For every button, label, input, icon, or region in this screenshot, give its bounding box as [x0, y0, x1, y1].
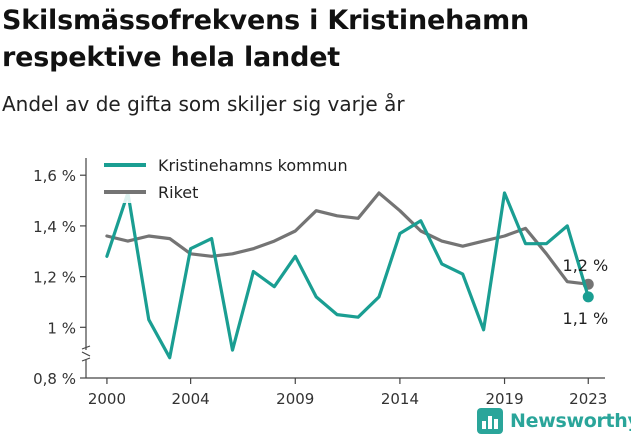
y-tick-label: 1,6 % — [33, 167, 76, 185]
end-label-riket: 1,2 % — [563, 256, 609, 275]
x-tick-label: 2014 — [381, 390, 419, 408]
end-label-kristinehamn: 1,1 % — [563, 309, 609, 328]
series-end-point-0 — [582, 291, 594, 303]
y-tick-label: 1 % — [47, 319, 76, 337]
end-labels: 1,2 % 1,1 % — [563, 256, 609, 328]
series-line-1 — [105, 191, 590, 286]
x-tick-label: 2023 — [569, 390, 607, 408]
x-axis: 2000 2004 2009 2014 2019 2023 — [86, 377, 607, 408]
series-layer — [105, 191, 594, 360]
chart-subtitle: Andel av de gifta som skiljer sig varje … — [2, 92, 405, 116]
series-line-0 — [105, 191, 590, 360]
x-tick-label: 2000 — [88, 390, 126, 408]
y-tick-label: 1,4 % — [33, 218, 76, 236]
legend: Kristinehamns kommun Riket — [100, 154, 354, 203]
x-tick-label: 2019 — [485, 390, 523, 408]
brand-name: Newsworthy — [510, 410, 631, 432]
bar-chart-logo-icon — [477, 408, 503, 434]
legend-backdrop — [100, 181, 205, 203]
chart-title: Skilsmässofrekvens i Kristinehamn respek… — [2, 5, 530, 73]
y-tick-label: 1,2 % — [33, 269, 76, 287]
legend-backdrop — [100, 154, 354, 176]
y-tick-label: 0,8 % — [33, 370, 76, 388]
newsworthy-brand: Newsworthy — [476, 407, 631, 435]
legend-label: Kristinehamns kommun — [158, 156, 348, 175]
legend-label: Riket — [158, 183, 198, 202]
x-tick-label: 2009 — [276, 390, 314, 408]
axis-break-marker — [81, 345, 91, 362]
x-tick-label: 2004 — [172, 390, 210, 408]
y-axis: 0,8 % 1 % 1,2 % 1,4 % 1,6 % — [33, 158, 91, 388]
